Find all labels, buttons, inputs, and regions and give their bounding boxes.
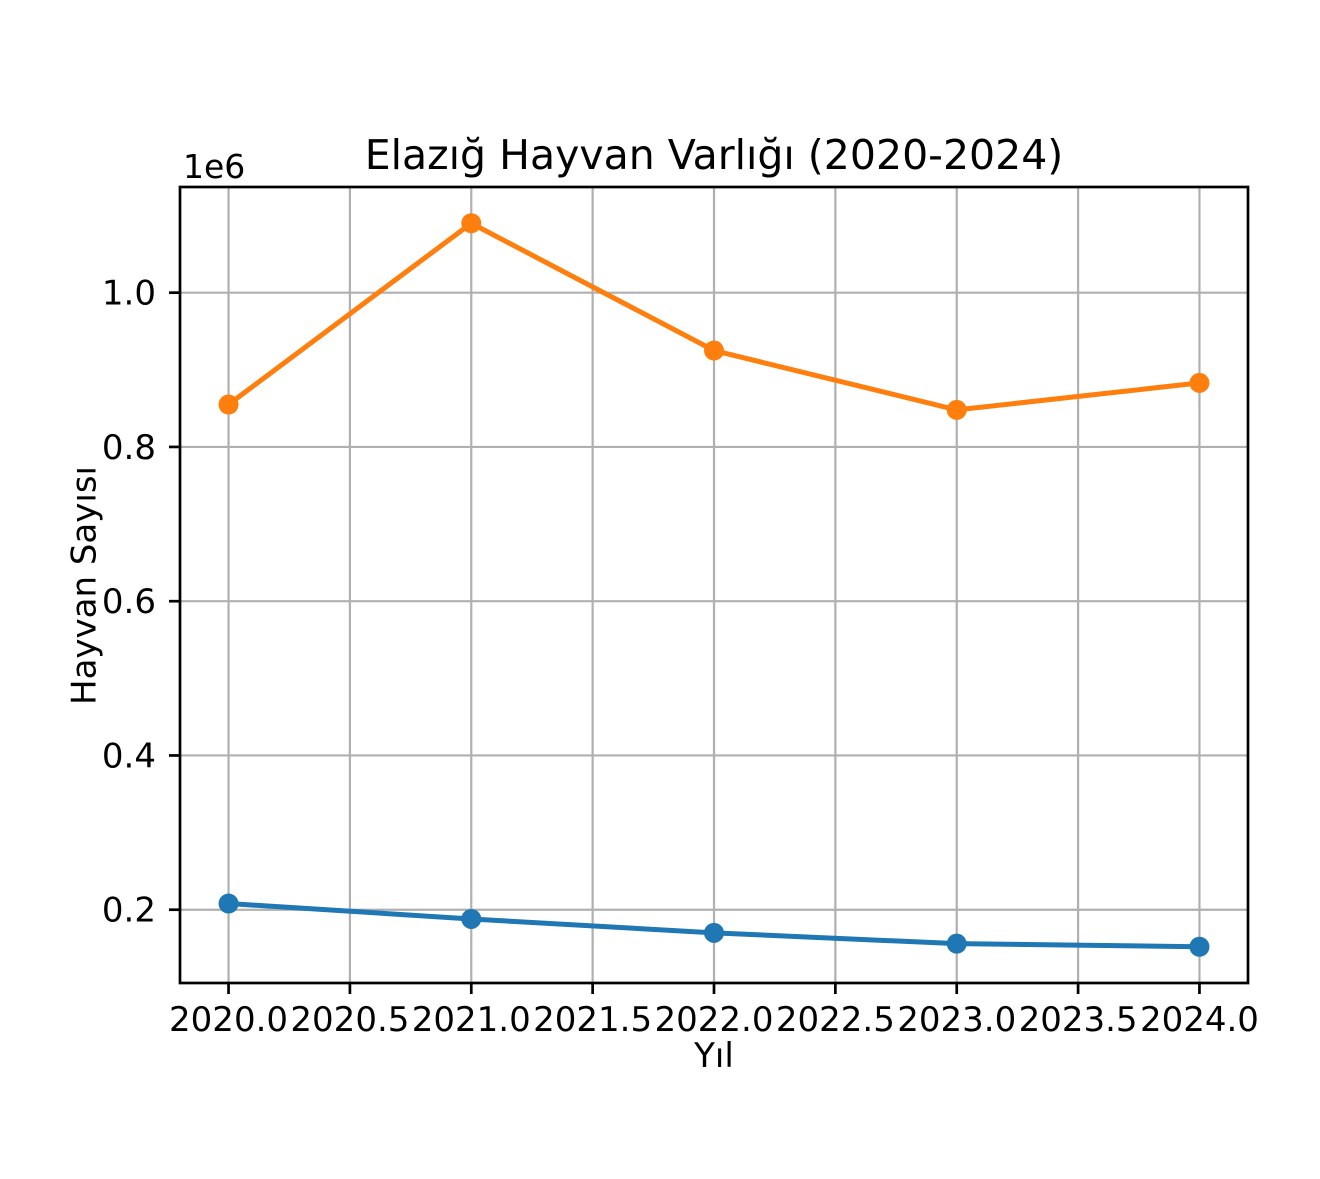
data-point-orange-2020 [218,394,239,415]
x-tick-label: 2020.0 [169,1000,288,1040]
y-tick-label: 1.0 [102,274,156,314]
data-point-blue-2021 [461,908,482,929]
x-tick-label: 2022.5 [776,1000,895,1040]
x-tick-label: 2024.0 [1140,1000,1259,1040]
y-tick-label: 0.4 [102,736,156,776]
x-axis-label: Yıl [694,1036,734,1076]
data-point-orange-2021 [461,213,482,234]
data-point-blue-2022 [704,922,724,943]
y-tick-label: 0.2 [102,891,156,931]
x-tick-label: 2023.5 [1019,1000,1138,1040]
y-axis-label: Hayvan Sayısı [64,466,105,705]
x-tick-label: 2021.0 [412,1000,531,1040]
x-tick-label: 2021.5 [533,1000,652,1040]
data-point-orange-2024 [1189,372,1210,393]
x-tick-label: 2020.5 [290,1000,409,1040]
data-point-blue-2020 [218,893,239,914]
chart-title: Elazığ Hayvan Varlığı (2020-2024) [364,131,1064,179]
data-point-orange-2023 [946,399,967,420]
data-point-blue-2023 [946,933,967,954]
y-axis-offset-label: 1e6 [183,147,246,186]
data-point-orange-2022 [704,340,724,361]
data-point-blue-2024 [1189,936,1210,957]
y-tick-label: 0.8 [102,428,156,468]
x-tick-label: 2023.0 [897,1000,1016,1040]
y-tick-label: 0.6 [102,582,156,622]
x-tick-label: 2022.0 [655,1000,774,1040]
